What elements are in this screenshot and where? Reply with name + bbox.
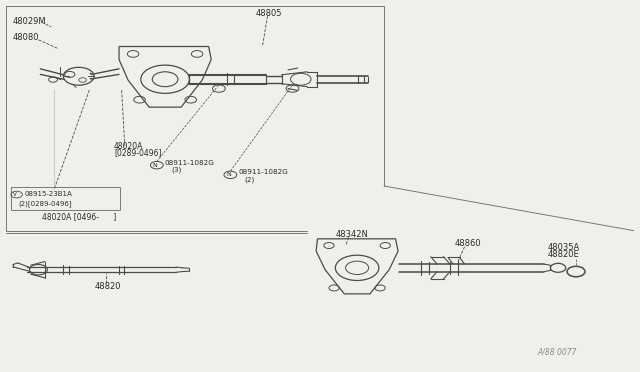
Text: [0289-0496]: [0289-0496] — [114, 148, 161, 157]
Text: A/88 0077: A/88 0077 — [538, 347, 577, 356]
Text: N: N — [152, 163, 157, 168]
Text: 48342N: 48342N — [336, 230, 369, 239]
Text: (2): (2) — [244, 176, 255, 183]
Text: 48820: 48820 — [95, 282, 121, 291]
Text: (3): (3) — [171, 166, 181, 173]
Text: 08911-1082G: 08911-1082G — [164, 160, 214, 166]
Text: 08911-1082G: 08911-1082G — [238, 169, 288, 175]
Text: 48035A: 48035A — [547, 243, 579, 252]
Text: 48805: 48805 — [256, 9, 282, 17]
Text: 48020A: 48020A — [114, 142, 143, 151]
Text: 48029M: 48029M — [13, 17, 47, 26]
Text: 48860: 48860 — [454, 239, 481, 248]
Text: (2)[0289-0496]: (2)[0289-0496] — [18, 201, 72, 207]
Text: V: V — [13, 192, 17, 197]
Text: 48080: 48080 — [13, 33, 39, 42]
Text: N: N — [226, 172, 230, 177]
Text: 08915-23B1A: 08915-23B1A — [24, 191, 72, 197]
Text: 48020A [0496-      ]: 48020A [0496- ] — [42, 212, 116, 221]
Text: 48820E: 48820E — [547, 250, 579, 259]
